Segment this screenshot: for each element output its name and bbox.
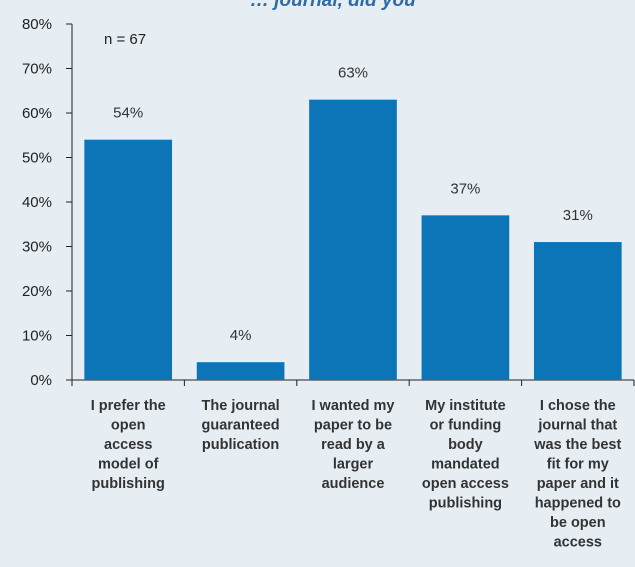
- y-tick-label: 20%: [22, 283, 52, 300]
- category-label-line: read by a: [321, 437, 386, 453]
- category-label-line: open: [111, 418, 146, 434]
- category-label-line: or funding: [430, 418, 502, 434]
- category-label-line: journal that: [537, 418, 617, 434]
- y-tick-label: 30%: [22, 239, 52, 256]
- category-labels-group: I prefer the open access model of publishing…: [91, 398, 622, 551]
- category-label-line: open access: [422, 476, 509, 492]
- data-label: 37%: [450, 180, 480, 197]
- bar: [196, 362, 285, 380]
- category-label-line: My institute: [425, 398, 506, 414]
- category-label: I chose the journal that was the best fit f…: [533, 398, 621, 551]
- category-label-line: audience: [322, 476, 385, 492]
- category-label-line: happened to: [535, 496, 621, 512]
- category-label-line: access: [104, 437, 152, 453]
- category-label-line: I chose the: [540, 398, 616, 414]
- y-tick-label: 0%: [30, 372, 52, 389]
- category-label-line: mandated: [431, 457, 500, 473]
- category-label-line: I wanted my: [312, 398, 395, 414]
- category-label: The journal guaranteed publication: [202, 398, 280, 453]
- bar: [421, 215, 510, 380]
- y-tick-label: 70%: [22, 61, 52, 78]
- y-tick-label: 50%: [22, 150, 52, 167]
- y-tick-label: 40%: [22, 194, 52, 211]
- category-label-line: access: [554, 535, 602, 551]
- category-label-line: fit for my: [547, 457, 609, 473]
- category-label-line: be open: [550, 515, 606, 531]
- category-label-line: guaranteed: [202, 418, 280, 434]
- category-label-line: I prefer the: [91, 398, 166, 414]
- category-label: I prefer the open access model of publishing: [91, 398, 166, 492]
- y-tick-label: 80%: [22, 16, 52, 33]
- y-tick-label: 60%: [22, 105, 52, 122]
- data-label: 4%: [230, 327, 252, 344]
- category-label-line: The journal: [202, 398, 280, 414]
- y-tick-label: 10%: [22, 328, 52, 345]
- category-label-line: publishing: [92, 476, 165, 492]
- category-label-line: publishing: [429, 496, 502, 512]
- bar: [533, 242, 622, 380]
- data-labels-group: 54% 4% 63% 37% 31%: [113, 65, 593, 345]
- data-label: 54%: [113, 105, 143, 122]
- bar: [309, 99, 397, 381]
- category-label-line: model of: [98, 457, 159, 473]
- category-label-line: larger: [333, 457, 374, 473]
- category-label-line: paper to be: [314, 418, 392, 434]
- category-label: I wanted my paper to be read by a larger aud…: [312, 398, 395, 492]
- data-label: 31%: [563, 207, 593, 224]
- bar: [84, 139, 173, 380]
- category-label-line: publication: [202, 437, 279, 453]
- category-label-line: body: [448, 437, 483, 453]
- bars-group: [84, 99, 622, 381]
- x-axis-ticks: [71, 380, 635, 386]
- chart-title: … journal, did you: [250, 0, 416, 11]
- y-axis-ticks: 0% 10% 20% 30% 40% 50% 60% 70% 80%: [22, 16, 72, 389]
- sample-size-annotation: n = 67: [104, 31, 146, 48]
- data-label: 63%: [338, 65, 368, 82]
- category-label-line: was the best: [533, 437, 621, 453]
- category-label-line: paper and it: [537, 476, 619, 492]
- category-label: My institute or funding body mandated open a…: [422, 398, 509, 512]
